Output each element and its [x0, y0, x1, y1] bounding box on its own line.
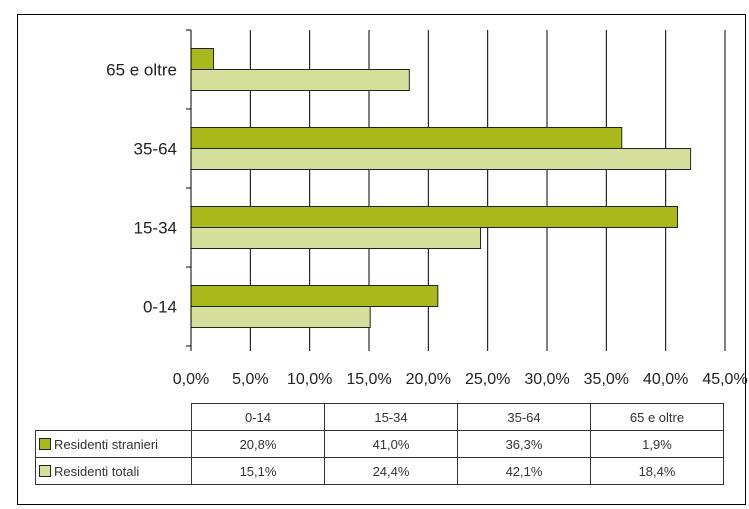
bar-stranieri [190, 127, 623, 149]
x-tick-label: 25,0% [465, 371, 510, 388]
y-tick-label: 0-14 [143, 298, 177, 317]
bar-layer [190, 48, 692, 328]
table-cell: 1,9% [590, 430, 724, 458]
y-tick-label: 35-64 [134, 140, 177, 159]
label-layer: 0,0% 5,0% 10,0% 15,0% 20,0% 25,0% 30,0% 35,0% 40… [106, 61, 748, 389]
x-tick-label: 5,0% [232, 371, 268, 388]
table-cell: 41,0% [324, 430, 458, 458]
legend-entry-totali: Residenti totali [35, 457, 192, 485]
table-header-row: 0-14 15-34 35-64 65 e oltre [35, 403, 724, 431]
table-header-cell: 35-64 [457, 403, 591, 431]
bar-stranieri [190, 206, 679, 228]
bar-totali [190, 148, 692, 170]
bar-totali [190, 227, 482, 249]
data-table: 0-14 15-34 35-64 65 e oltre Residenti st… [35, 403, 724, 485]
table-cell: 42,1% [457, 457, 591, 485]
bar-totali [190, 306, 371, 328]
chart-frame [17, 14, 746, 505]
legend-swatch-stranieri [39, 437, 51, 450]
table-cell: 18,4% [590, 457, 724, 485]
table-header-cell: 15-34 [324, 403, 458, 431]
table-row: Residenti stranieri 20,8% 41,0% 36,3% 1,… [35, 430, 724, 458]
bar-totali [190, 69, 410, 91]
table-cell: 24,4% [324, 457, 458, 485]
x-tick-label: 0,0% [173, 371, 209, 388]
y-tick-label: 15-34 [134, 219, 177, 238]
table-cell: 20,8% [191, 430, 325, 458]
x-tick-label: 45,0% [702, 371, 747, 388]
axis-layer [186, 29, 726, 351]
legend-swatch-totali [39, 464, 51, 477]
x-tick-label: 40,0% [643, 371, 688, 388]
table-header-cell: 65 e oltre [590, 403, 724, 431]
x-tick-label: 20,0% [406, 371, 451, 388]
x-tick-label: 30,0% [524, 371, 569, 388]
legend-label: Residenti stranieri [54, 436, 159, 452]
bar-stranieri [190, 48, 215, 70]
table-cell: 36,3% [457, 430, 591, 458]
x-tick-label: 15,0% [346, 371, 391, 388]
table-cell: 15,1% [191, 457, 325, 485]
x-tick-label: 35,0% [584, 371, 629, 388]
legend-label: Residenti totali [54, 463, 140, 479]
x-tick-label: 10,0% [287, 371, 332, 388]
table-corner [35, 403, 192, 431]
y-tick-label: 65 e oltre [106, 61, 177, 80]
bar-stranieri [190, 285, 439, 307]
table-header-cell: 0-14 [191, 403, 325, 431]
table-row: Residenti totali 15,1% 24,4% 42,1% 18,4% [35, 457, 724, 485]
legend-entry-stranieri: Residenti stranieri [35, 430, 192, 458]
